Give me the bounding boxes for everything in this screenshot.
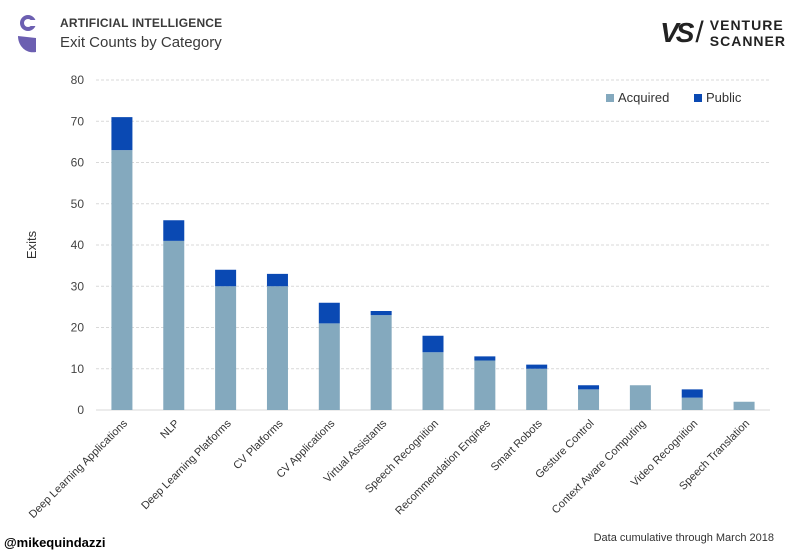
brand-name: VENTURE SCANNER	[710, 17, 786, 49]
venture-scanner-ai-icon	[16, 14, 48, 56]
x-tick-label: Context Aware Computing	[550, 418, 649, 517]
bar-public	[318, 302, 340, 324]
brand-line-1: VENTURE	[709, 17, 784, 33]
header-kicker: ARTIFICIAL INTELLIGENCE	[60, 16, 223, 30]
chart-header: ARTIFICIAL INTELLIGENCE Exit Counts by C…	[60, 16, 222, 51]
bar-public	[111, 117, 133, 151]
y-tick-label: 20	[71, 321, 85, 335]
y-tick-label: 40	[71, 238, 85, 252]
chart-title: Exit Counts by Category	[60, 34, 222, 51]
y-tick-label: 0	[77, 403, 84, 417]
bar-acquired	[163, 240, 185, 410]
bar-acquired	[733, 401, 755, 410]
x-tick-label: Deep Learning Platforms	[139, 417, 234, 512]
bar-acquired	[474, 360, 496, 410]
y-tick-label: 60	[71, 156, 85, 170]
bar-public	[422, 335, 444, 353]
author-handle: @mikequindazzi	[4, 535, 106, 550]
brand-slash-icon: /	[695, 16, 704, 49]
x-tick-label: NLP	[158, 418, 182, 442]
bar-public	[474, 356, 496, 361]
bar-acquired	[422, 352, 444, 410]
bar-acquired	[578, 389, 600, 410]
x-tick-label: Deep Learning Applications	[27, 417, 131, 521]
bar-public	[266, 273, 288, 287]
x-tick-label: Smart Robots	[489, 417, 545, 473]
y-tick-label: 10	[71, 362, 85, 376]
bar-acquired	[266, 286, 288, 410]
bar-public	[681, 389, 703, 398]
brand-mark: VS	[660, 17, 694, 48]
bar-acquired	[318, 323, 340, 410]
bar-public	[526, 364, 548, 369]
data-note: Data cumulative through March 2018	[593, 532, 774, 544]
legend-label-acquired: Acquired	[618, 90, 669, 105]
bar-acquired	[215, 286, 237, 410]
legend-label-public: Public	[706, 90, 742, 105]
legend-swatch-acquired	[606, 94, 614, 102]
bar-acquired	[629, 385, 651, 410]
bar-acquired	[526, 368, 548, 410]
y-tick-label: 50	[71, 197, 85, 211]
bar-acquired	[111, 150, 133, 410]
x-tick-label: CV Platforms	[231, 417, 286, 472]
venture-scanner-logo: VS / VENTURE SCANNER	[660, 16, 786, 50]
x-tick-label: Recommendation Engines	[393, 417, 493, 517]
y-tick-label: 80	[71, 73, 85, 87]
bar-public	[578, 385, 600, 390]
brand-line-2: SCANNER	[709, 33, 786, 49]
bar-acquired	[370, 315, 392, 410]
y-axis-label: Exits	[24, 230, 39, 259]
bar-public	[215, 269, 237, 287]
legend-swatch-public	[694, 94, 702, 102]
bar-public	[163, 220, 185, 241]
y-tick-label: 30	[71, 279, 85, 293]
bar-acquired	[681, 397, 703, 410]
y-tick-label: 70	[71, 114, 85, 128]
bar-public	[370, 311, 392, 316]
